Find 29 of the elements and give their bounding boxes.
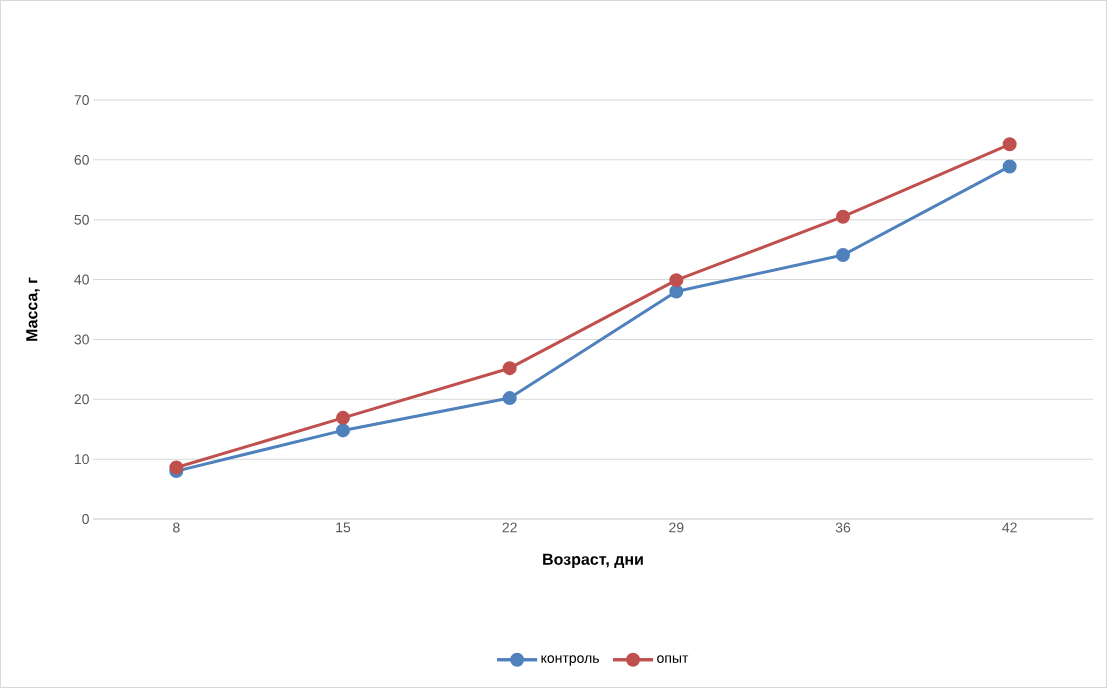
x-tick-label: 8 [173,522,180,533]
point [336,423,350,438]
point [669,273,684,288]
x-tick-label: 15 [336,522,351,533]
y-tick-label: 40 [74,274,89,285]
point [336,410,350,425]
x-tick-label: 42 [1002,522,1017,533]
y-tick-label: 60 [74,154,89,165]
point [669,284,684,299]
x-tick-label: 36 [835,522,851,533]
y-axis-title: Масса, г [26,277,40,341]
x-axis-title: Возраст, дни [543,553,643,569]
legend-label: опыт [657,655,689,663]
y-tick-label: 20 [74,394,89,405]
point [836,209,850,224]
point [1002,159,1017,174]
legend-label: контроль [541,655,599,666]
x-tick-label: 22 [502,522,517,533]
y-tick-label: 30 [74,334,89,345]
point [169,460,184,475]
x-tick-label: 29 [669,522,684,533]
point [1002,137,1017,152]
point [836,248,850,263]
y-tick-label: 0 [82,514,89,524]
point [502,361,517,376]
y-tick-label: 70 [74,95,89,105]
point [502,391,517,406]
y-tick-label: 10 [74,454,89,465]
y-tick-label: 50 [74,214,89,225]
